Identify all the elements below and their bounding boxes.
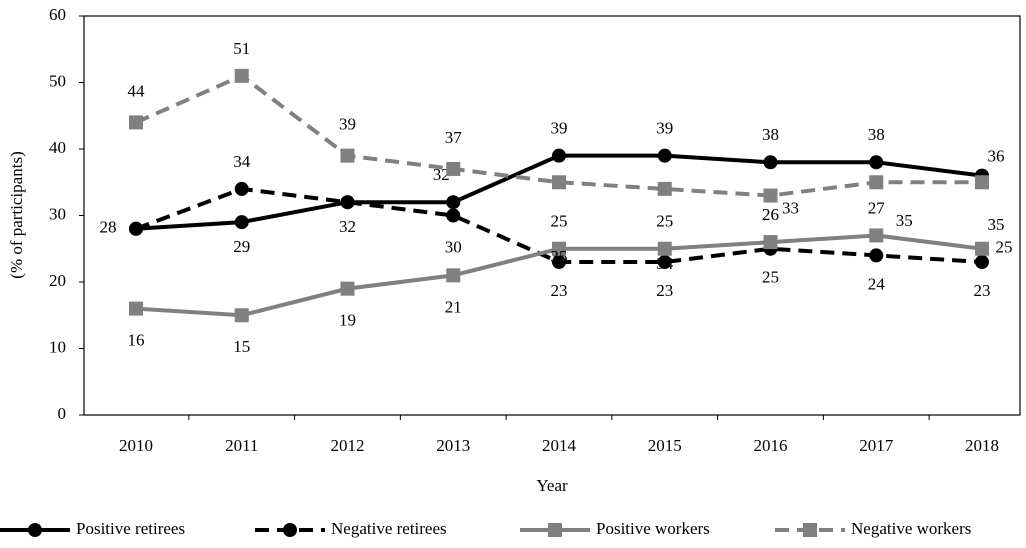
data-label: 39 <box>339 115 356 134</box>
data-label: 44 <box>128 81 146 100</box>
data-label: 29 <box>233 237 250 256</box>
series-line <box>135 73 982 198</box>
data-label: 27 <box>868 198 886 217</box>
data-label: 25 <box>996 238 1013 257</box>
y-tick-label: 50 <box>49 71 66 90</box>
y-tick-label: 10 <box>49 337 66 356</box>
x-tick-label: 2013 <box>436 436 470 455</box>
data-label: 35 <box>896 211 913 230</box>
data-point <box>657 255 672 270</box>
legend-label: Positive workers <box>596 519 710 538</box>
data-point <box>552 241 566 256</box>
data-label: 25 <box>656 212 673 231</box>
data-label: 19 <box>339 311 356 330</box>
data-label: 23 <box>974 281 991 300</box>
data-label: 23 <box>551 281 568 300</box>
x-tick-label: 2012 <box>331 436 365 455</box>
data-point <box>234 68 249 83</box>
data-point <box>234 215 249 230</box>
data-label: 21 <box>445 297 462 316</box>
y-tick-label: 30 <box>49 204 66 223</box>
data-label: 39 <box>656 119 673 138</box>
x-tick-label: 2015 <box>648 436 682 455</box>
data-point <box>446 268 461 283</box>
legend-label: Negative retirees <box>331 519 447 538</box>
data-point <box>552 148 566 163</box>
data-label: 33 <box>782 198 799 217</box>
data-point <box>129 221 143 236</box>
data-point <box>657 148 672 163</box>
data-point <box>552 255 566 270</box>
y-tick-label: 0 <box>58 404 67 423</box>
data-label: 39 <box>551 119 568 138</box>
data-point <box>763 235 778 250</box>
data-point <box>129 301 143 316</box>
data-label: 38 <box>762 125 779 144</box>
data-label: 26 <box>762 205 779 224</box>
data-label: 32 <box>433 165 450 184</box>
data-point <box>975 175 989 190</box>
data-point <box>975 241 989 256</box>
data-point <box>234 181 249 196</box>
data-point <box>552 175 566 190</box>
data-label: 34 <box>656 254 674 273</box>
data-label: 16 <box>128 331 145 350</box>
data-label: 23 <box>656 281 673 300</box>
data-label: 25 <box>762 268 779 287</box>
x-tick-label: 2017 <box>859 436 894 455</box>
data-point <box>446 161 461 176</box>
data-label: 28 <box>100 218 117 237</box>
data-point <box>869 248 884 263</box>
x-tick-label: 2016 <box>754 436 788 455</box>
legend-marker <box>283 523 297 537</box>
data-label: 25 <box>551 212 568 231</box>
data-point <box>763 155 778 170</box>
y-tick-label: 20 <box>49 271 66 290</box>
data-point <box>446 208 461 223</box>
data-point <box>340 195 355 210</box>
data-label: 36 <box>988 147 1005 166</box>
data-point <box>763 188 778 203</box>
data-label: 35 <box>988 215 1005 234</box>
data-point <box>657 181 672 196</box>
y-tick-label: 60 <box>49 5 66 24</box>
y-tick-label: 40 <box>49 138 66 157</box>
x-tick-label: 2011 <box>225 436 258 455</box>
legend-marker <box>803 523 817 537</box>
legend-marker <box>548 523 562 537</box>
data-point <box>869 228 884 243</box>
data-label: 51 <box>233 39 250 58</box>
data-label: 35 <box>551 247 568 266</box>
data-label: 15 <box>233 337 250 356</box>
data-point <box>340 281 355 296</box>
data-label: 30 <box>445 237 462 256</box>
y-axis-label: (% of participants) <box>7 151 26 278</box>
data-point <box>340 148 355 163</box>
data-point <box>129 115 143 130</box>
data-point <box>869 175 884 190</box>
data-point <box>234 308 249 323</box>
legend-label: Negative workers <box>851 519 971 538</box>
data-point <box>975 255 989 270</box>
x-axis-label: Year <box>536 476 568 495</box>
x-tick-label: 2010 <box>119 436 153 455</box>
x-tick-label: 2018 <box>965 436 999 455</box>
data-label: 24 <box>868 274 886 293</box>
legend-marker <box>28 523 42 537</box>
legend-label: Positive retirees <box>76 519 185 538</box>
data-label: 37 <box>445 128 463 147</box>
data-point <box>869 155 884 170</box>
data-label: 34 <box>233 152 251 171</box>
data-point <box>657 241 672 256</box>
data-label: 38 <box>868 125 885 144</box>
x-tick-label: 2014 <box>542 436 577 455</box>
data-label: 32 <box>339 217 356 236</box>
data-point <box>446 195 461 210</box>
